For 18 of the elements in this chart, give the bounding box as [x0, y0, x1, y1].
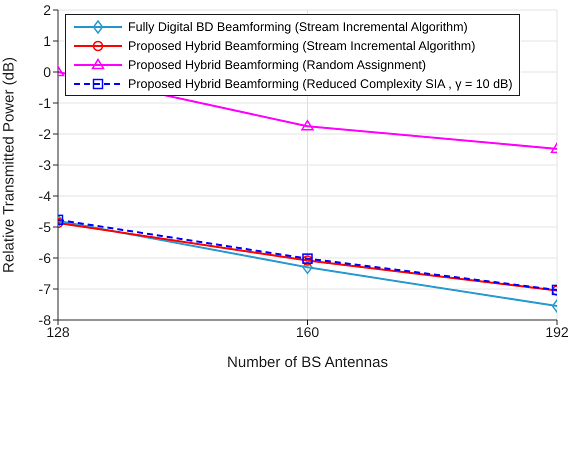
legend-label: Proposed Hybrid Beamforming (Stream Incremental Algorithm) [128, 38, 476, 52]
y-tick-label: 2 [43, 2, 52, 18]
y-tick-label: 0 [43, 64, 52, 80]
y-tick-label: -4 [38, 188, 52, 204]
legend-label: Proposed Hybrid Beamforming (Reduced Complexity SIA , γ = 10 dB) [128, 76, 513, 90]
y-tick-label: -5 [38, 218, 52, 235]
y-tick-label: 1 [43, 32, 52, 49]
x-tick-label: 160 [296, 324, 320, 340]
x-axis-title: Number of BS Antennas [227, 354, 388, 371]
y-axis-title: Relative Transmitted Power (dB) [0, 57, 18, 273]
x-tick-label: 192 [545, 324, 569, 340]
y-tick-label: -6 [38, 250, 52, 266]
y-tick-label: -7 [38, 280, 52, 297]
legend-label: Proposed Hybrid Beamforming (Random Assignment) [128, 58, 426, 72]
legend-label: Fully Digital BD Beamforming (Stream Incremental Algorithm) [128, 20, 468, 34]
y-tick-label: -1 [38, 94, 52, 111]
y-tick-label: -3 [38, 156, 52, 173]
y-tick-label: -2 [38, 126, 52, 142]
